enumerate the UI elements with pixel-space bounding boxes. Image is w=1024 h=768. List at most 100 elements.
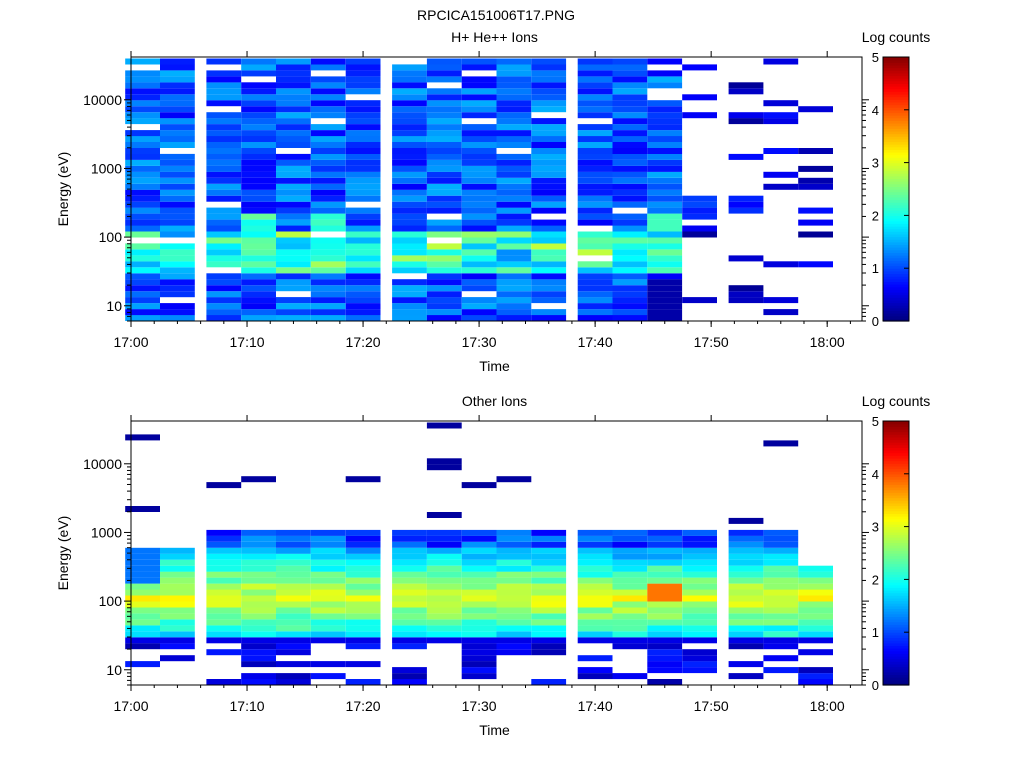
heatmap-cell xyxy=(426,159,462,166)
heatmap-cell xyxy=(647,541,683,548)
heatmap-cell xyxy=(125,613,160,620)
heatmap-cell xyxy=(392,267,427,274)
heatmap-cell xyxy=(206,219,242,226)
heatmap-cell xyxy=(647,189,683,196)
heatmap-cell xyxy=(531,243,567,250)
heatmap-cell xyxy=(241,297,276,304)
heatmap-cell xyxy=(531,100,567,107)
colorbar-segment xyxy=(883,645,909,649)
heatmap-cell xyxy=(612,148,648,154)
heatmap-cell xyxy=(496,124,532,131)
heatmap-cell xyxy=(531,165,567,172)
heatmap-cell xyxy=(647,667,683,674)
heatmap-cell xyxy=(276,64,311,71)
heatmap-cell xyxy=(496,189,532,196)
heatmap-cell xyxy=(612,106,648,113)
heatmap-cell xyxy=(206,595,242,602)
heatmap-cell xyxy=(496,136,532,142)
heatmap-cell xyxy=(763,577,799,584)
heatmap-cell xyxy=(647,153,683,160)
heatmap-cell xyxy=(241,303,276,310)
heatmap-cell xyxy=(682,213,717,220)
heatmap-cell xyxy=(125,589,160,596)
heatmap-cell xyxy=(392,619,427,626)
heatmap-cell xyxy=(496,267,532,274)
heatmap-cell xyxy=(276,613,311,620)
heatmap-cell xyxy=(798,625,833,632)
heatmap-cell xyxy=(728,541,764,548)
heatmap-cell xyxy=(612,201,648,208)
heatmap-cell xyxy=(310,195,346,202)
heatmap-cell xyxy=(612,58,648,65)
colorbar-segment xyxy=(883,463,909,467)
heatmap-cell xyxy=(426,559,462,566)
heatmap-cell xyxy=(577,195,613,202)
heatmap-cell xyxy=(682,225,717,232)
heatmap-cell xyxy=(763,595,799,602)
colorbar-segment xyxy=(883,481,909,485)
heatmap-cell xyxy=(345,112,381,119)
heatmap-cell xyxy=(392,207,427,214)
heatmap-cell xyxy=(682,655,717,662)
heatmap-cell xyxy=(612,64,648,71)
heatmap-cell xyxy=(682,583,717,590)
heatmap-cell xyxy=(125,249,160,256)
heatmap-cell xyxy=(345,124,381,131)
heatmap-cell xyxy=(647,625,683,632)
heatmap-cell xyxy=(125,225,160,232)
heatmap-cell xyxy=(392,100,427,107)
heatmap-cell xyxy=(682,595,717,602)
heatmap-cell xyxy=(728,255,764,262)
colorbar-segment xyxy=(883,80,909,84)
heatmap-cell xyxy=(577,64,613,71)
heatmap-cell xyxy=(125,207,160,214)
colorbar-segment xyxy=(883,629,909,633)
heatmap-cell xyxy=(392,124,427,131)
heatmap-cell xyxy=(531,94,567,101)
heatmap-cell xyxy=(345,589,381,596)
heatmap-cell xyxy=(577,201,613,208)
heatmap-cell xyxy=(461,130,497,137)
colorbar-tick-label: 4 xyxy=(872,103,879,118)
colorbar-segment xyxy=(883,146,909,150)
colorbar-segment xyxy=(883,181,909,185)
colorbar-segment xyxy=(883,59,909,63)
heatmap-cell xyxy=(276,136,311,142)
heatmap-cell xyxy=(426,309,462,316)
heatmap-cell xyxy=(531,583,567,590)
heatmap-cell xyxy=(612,565,648,572)
heatmap-cell xyxy=(345,476,381,483)
heatmap-cell xyxy=(763,100,799,107)
heatmap-cell xyxy=(647,118,683,125)
heatmap-cell xyxy=(392,583,427,590)
heatmap-cell xyxy=(310,273,346,280)
heatmap-cell xyxy=(577,243,613,250)
x-tick-label: 17:30 xyxy=(462,334,497,350)
heatmap-cell xyxy=(763,637,799,644)
heatmap-cell xyxy=(763,261,799,268)
heatmap-cell xyxy=(496,619,532,626)
heatmap-cell xyxy=(241,165,276,172)
colorbar-segment xyxy=(883,666,909,670)
panel-1: 17:00 17:10 17:20 17:30 17:40 17:50 18:0010100… xyxy=(55,29,930,374)
colorbar-tick-label: 5 xyxy=(872,414,879,429)
heatmap-cell xyxy=(276,112,311,119)
heatmap-cell xyxy=(647,565,683,572)
heatmap-cell xyxy=(345,153,381,160)
heatmap-cell xyxy=(531,285,567,292)
heatmap-cell xyxy=(763,541,799,548)
heatmap-cell xyxy=(461,595,497,602)
heatmap-cell xyxy=(577,136,613,142)
heatmap-cell xyxy=(206,118,242,125)
heatmap-cell xyxy=(276,309,311,316)
heatmap-cell xyxy=(241,195,276,202)
heatmap-cell xyxy=(461,225,497,232)
heatmap-cell xyxy=(276,661,311,668)
heatmap-cell xyxy=(310,207,346,214)
colorbar-label: Log counts xyxy=(862,393,931,409)
heatmap-cell xyxy=(531,297,567,304)
heatmap-cell xyxy=(276,213,311,220)
heatmap-cell xyxy=(241,70,276,77)
colorbar-segment xyxy=(883,582,909,586)
heatmap-cell xyxy=(763,601,799,608)
